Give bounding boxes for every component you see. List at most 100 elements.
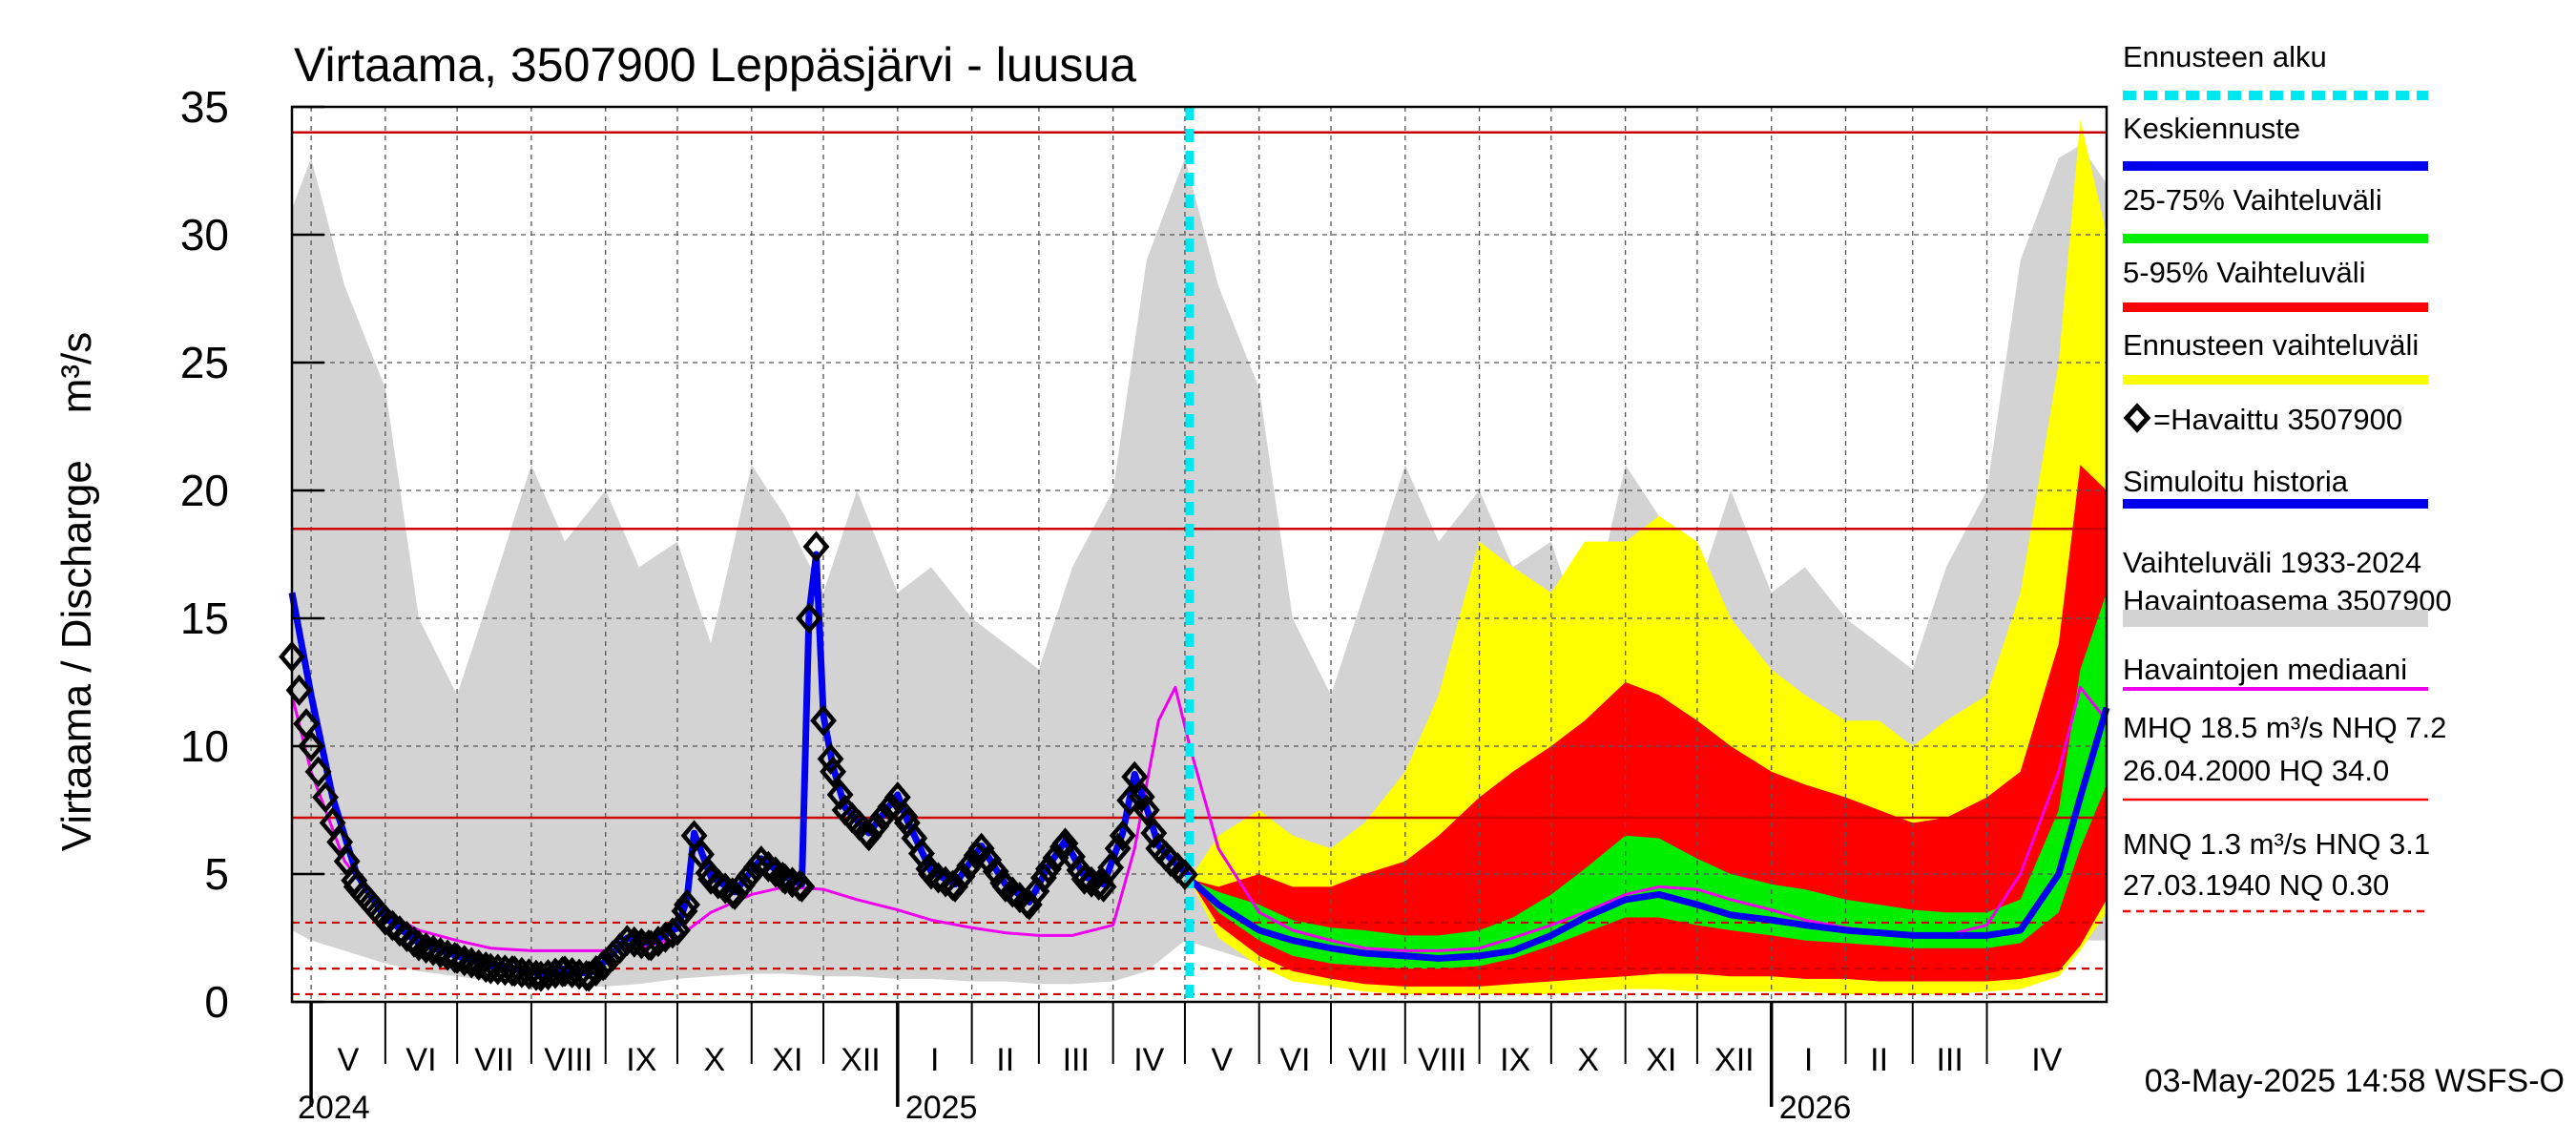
observed-marker (796, 602, 822, 635)
observed-marker (1140, 817, 1168, 849)
x-year-label-0: 2024 (298, 1090, 370, 1126)
x-month-label-7: XII (841, 1042, 881, 1078)
stat-line-0a: MHQ 18.5 m³/s NHQ 7.2 (2123, 711, 2446, 744)
x-month-label-13: VI (1279, 1042, 1310, 1078)
chart-title: Virtaama, 3507900 Leppäsjärvi - luusua (294, 38, 1136, 92)
observed-marker (771, 863, 799, 895)
x-month-label-15: VIII (1418, 1042, 1466, 1078)
forecast-range-band (1189, 119, 2107, 994)
observed-markers-layer (279, 531, 1198, 992)
observed-marker (1128, 781, 1155, 813)
legend-label-0: Ennusteen alku (2123, 40, 2327, 73)
y-tick-label-5: 25 (180, 338, 229, 387)
bands-layer (292, 119, 2107, 994)
x-month-label-0: V (338, 1042, 360, 1078)
observed-marker (426, 937, 454, 969)
statistics-panel: MHQ 18.5 m³/s NHQ 7.2 26.04.2000 HQ 34.0 M… (2123, 711, 2446, 913)
observed-marker (855, 820, 883, 852)
observed-marker (826, 779, 854, 811)
x-month-label-14: VII (1348, 1042, 1388, 1078)
observed-marker (956, 849, 984, 882)
observed-marker (1116, 784, 1144, 817)
y-tick-label-7: 35 (180, 82, 229, 132)
x-month-label-11: IV (1133, 1042, 1164, 1078)
x-month-label-20: I (1804, 1042, 1813, 1078)
observed-marker (820, 756, 847, 788)
x-month-label-23: IV (2031, 1042, 2062, 1078)
x-month-label-18: XI (1646, 1042, 1676, 1078)
observed-marker (862, 810, 890, 843)
observed-marker (652, 921, 679, 953)
observed-marker (304, 756, 332, 788)
legend: Ennusteen alku Keskiennuste 25-75% Vaihtel… (2123, 40, 2452, 691)
observed-marker (599, 940, 627, 972)
x-month-label-4: IX (626, 1042, 656, 1078)
observed-marker (620, 926, 648, 958)
plot-frame (290, 105, 2109, 1004)
median-line (290, 685, 2109, 952)
observed-marker (412, 932, 440, 965)
observed-marker (444, 942, 471, 974)
legend-label-7: Vaihteluväli 1933-2024 (2123, 546, 2421, 579)
footer-timestamp: 03-May-2025 14:58 WSFS-O (2145, 1063, 2565, 1099)
observed-marker (1171, 859, 1198, 891)
observed-marker (721, 878, 749, 910)
x-month-label-9: II (996, 1042, 1014, 1078)
observed-marker (1109, 820, 1136, 852)
legend-label-8: Havaintojen mediaani (2123, 653, 2407, 686)
legend-label-3: 5-95% Vaihteluväli (2123, 256, 2365, 289)
observed-marker (802, 531, 830, 563)
observed-marker (1121, 760, 1149, 793)
x-year-label-2: 2026 (1779, 1090, 1852, 1126)
observed-marker (1029, 862, 1057, 894)
legend-label-5: =Havaittu 3507900 (2153, 403, 2402, 436)
observed-marker (788, 870, 816, 903)
observed-marker (1070, 863, 1098, 895)
forecast-5-95-band (1189, 465, 2107, 987)
observed-marker (420, 934, 447, 967)
legend-marker-observed (2123, 403, 2151, 433)
observed-marker (450, 945, 478, 977)
legend-label-6: Simuloitu historia (2123, 465, 2349, 498)
observed-marker (551, 955, 579, 988)
observed-marker (1132, 794, 1160, 826)
observed-marker (613, 925, 641, 957)
x-month-label-12: V (1211, 1042, 1233, 1078)
stat-line-1a: MNQ 1.3 m³/s HNQ 3.1 (2123, 827, 2430, 861)
y-tick-label-1: 5 (204, 849, 229, 899)
y-tick-label-4: 20 (180, 466, 229, 515)
legend-label-4: Ennusteen vaihteluväli (2123, 328, 2419, 362)
x-month-label-17: X (1577, 1042, 1599, 1078)
observed-marker (817, 742, 844, 775)
forecast-mean-line (1187, 706, 2110, 962)
observed-marker (942, 870, 969, 903)
observed-marker (491, 954, 519, 987)
observed-marker (877, 791, 904, 823)
observed-marker (948, 860, 976, 892)
observed-marker (697, 863, 725, 895)
x-month-label-10: III (1063, 1042, 1090, 1078)
observed-marker (312, 781, 340, 814)
observed-marker (728, 869, 756, 902)
x-month-label-2: VII (474, 1042, 514, 1078)
observed-marker (1034, 853, 1062, 885)
x-month-label-6: XI (772, 1042, 802, 1078)
observed-marker (458, 947, 486, 979)
observed-marker (704, 867, 732, 900)
x-month-label-19: XII (1714, 1042, 1755, 1078)
observed-marker (810, 704, 837, 737)
legend-label-1: Keskiennuste (2123, 112, 2300, 145)
x-month-label-3: VIII (544, 1042, 592, 1078)
observed-marker (869, 801, 897, 833)
stat-line-1b: 27.03.1940 NQ 0.30 (2123, 868, 2389, 902)
x-month-label-16: IX (1500, 1042, 1530, 1078)
observed-marker (558, 956, 586, 989)
observed-marker (891, 801, 919, 833)
stat-line-0b: 26.04.2000 HQ 34.0 (2123, 754, 2389, 787)
observed-marker (918, 858, 945, 890)
y-tick-label-6: 30 (180, 210, 229, 260)
x-month-label-21: II (1870, 1042, 1888, 1078)
y-tick-label-2: 10 (180, 721, 229, 771)
x-month-label-1: VI (405, 1042, 436, 1078)
